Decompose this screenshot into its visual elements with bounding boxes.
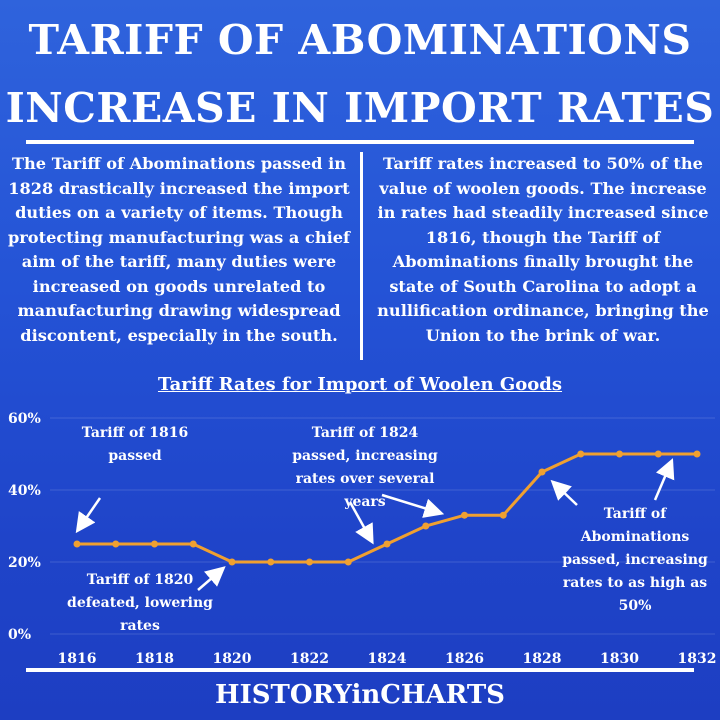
annotation-text: Abominations <box>580 529 690 545</box>
data-point <box>151 540 158 548</box>
line-chart: 0% 20% 40% 60% 1816 1818 1820 1822 1824 1826 1828 1… <box>8 411 717 667</box>
data-point <box>616 450 623 458</box>
data-point <box>577 450 585 458</box>
annotation-text: Tariff of <box>604 506 668 522</box>
data-point <box>654 450 662 458</box>
x-tick-label: 1818 <box>135 651 174 667</box>
annotation-text: years <box>343 494 385 510</box>
annotation-text: passed, increasing <box>292 448 438 464</box>
data-point <box>112 540 120 548</box>
right-paragraph: Tariff rates increased to 50% of the val… <box>377 154 709 345</box>
arrow-icon <box>550 479 578 506</box>
data-point <box>538 468 546 476</box>
x-tick-label: 1820 <box>213 651 252 667</box>
data-point <box>228 558 236 566</box>
top-divider <box>26 140 694 144</box>
data-point <box>344 558 352 566</box>
annotation-text: rates over several <box>296 471 435 487</box>
left-paragraph: The Tariff of Abominations passed in 182… <box>7 154 351 345</box>
annotation-text: Tariff of 1824 <box>312 425 419 441</box>
title-line-2: INCREASE IN IMPORT RATES <box>5 84 715 132</box>
annotation-text: Tariff of 1820 <box>87 572 194 588</box>
annotation-text: Tariff of 1816 <box>82 425 188 441</box>
annotation-text: passed, increasing <box>562 552 708 568</box>
x-tick-label: 1826 <box>445 651 484 667</box>
annotation-text: rates to as high as <box>563 575 707 591</box>
x-tick-label: 1816 <box>58 651 97 667</box>
y-tick-label: 0% <box>8 627 31 643</box>
data-point <box>306 558 313 566</box>
chart-title: Tariff Rates for Import of Woolen Goods <box>157 374 563 395</box>
data-point <box>189 540 197 548</box>
x-tick-label: 1828 <box>523 651 562 667</box>
arrow-icon <box>197 566 226 591</box>
arrow-icon <box>348 501 374 545</box>
y-tick-label: 20% <box>8 555 41 571</box>
x-tick-label: 1832 <box>678 651 717 667</box>
annotation-text: 50% <box>619 598 652 614</box>
annotation-text: defeated, lowering <box>67 595 213 611</box>
column-divider <box>360 152 363 360</box>
title-line-1: TARIFF OF ABOMINATIONS <box>28 16 692 64</box>
x-tick-label: 1824 <box>368 651 407 667</box>
data-point <box>422 522 430 530</box>
data-point <box>461 511 468 519</box>
x-tick-label: 1822 <box>290 651 329 667</box>
arrow-icon <box>381 493 445 518</box>
annotation-text: rates <box>120 618 160 634</box>
bottom-divider <box>26 668 694 672</box>
data-point <box>73 540 81 548</box>
annotation-text: passed <box>108 448 162 464</box>
y-tick-label: 40% <box>8 483 41 499</box>
data-point <box>499 511 507 519</box>
data-point <box>383 540 391 548</box>
data-point <box>693 450 701 458</box>
arrow-icon <box>653 458 675 501</box>
x-tick-label: 1830 <box>600 651 639 667</box>
data-point <box>267 558 275 566</box>
y-tick-label: 60% <box>8 411 41 427</box>
arrow-icon <box>75 497 102 534</box>
brand-logo: HISTORYinCHARTS <box>215 680 505 710</box>
